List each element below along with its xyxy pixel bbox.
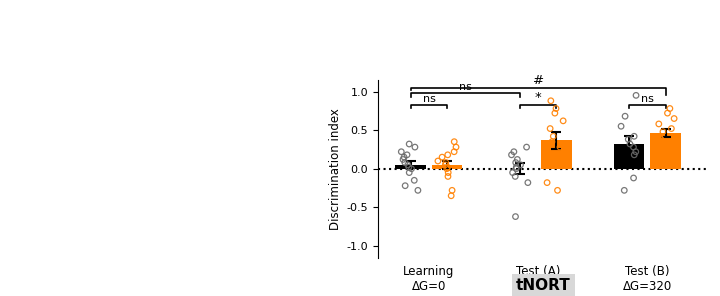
Point [442,165,454,170]
Point [408,178,420,183]
Point [546,139,558,144]
Text: ns: ns [641,94,654,104]
Text: ns: ns [423,94,436,104]
Bar [614,144,644,169]
Point [662,111,673,115]
Point [449,139,460,144]
Point [449,149,460,154]
Point [398,155,410,160]
Text: ns: ns [459,81,472,91]
Point [510,214,521,219]
Point [665,126,677,131]
Point [510,165,522,170]
Point [618,188,630,193]
Point [446,193,457,198]
Point [439,163,451,167]
Point [515,163,526,167]
Point [547,134,559,139]
Point [409,145,420,149]
Point [510,174,521,179]
Bar [395,165,426,169]
Point [406,166,418,171]
Point [522,180,534,185]
Point [403,142,415,147]
Point [557,159,568,163]
Point [436,155,448,160]
Point [442,174,454,179]
Point [545,98,557,103]
Point [510,160,521,165]
Point [654,134,665,139]
Y-axis label: Discrimination index: Discrimination index [330,108,343,230]
Point [668,116,680,121]
Point [403,165,415,170]
Text: tNORT: tNORT [516,278,571,293]
Point [657,129,669,134]
Point [629,134,640,139]
Point [651,145,662,149]
Text: #: # [533,74,544,87]
Point [446,188,458,193]
Point [512,157,523,162]
Text: *: * [535,91,541,104]
Point [655,137,667,142]
Point [450,145,462,149]
Point [544,126,556,131]
Point [442,152,454,157]
Point [623,137,634,142]
Point [619,114,631,119]
Point [541,180,553,185]
Point [624,142,636,147]
Point [403,170,415,175]
Point [630,93,642,98]
Point [402,163,413,167]
Point [552,188,563,193]
Point [664,106,675,111]
Point [440,160,451,165]
Point [653,122,665,126]
Point [510,166,522,171]
Point [549,111,561,115]
Point [507,170,518,175]
Bar [432,165,462,169]
Point [521,145,532,149]
Bar [650,133,681,169]
Point [554,145,566,149]
Point [628,176,639,180]
Point [397,157,409,162]
Point [412,188,423,193]
Point [662,142,674,147]
Point [508,149,520,154]
Point [395,149,407,154]
Point [441,166,452,171]
Point [668,149,680,154]
Point [432,159,444,163]
Point [629,152,640,157]
Point [628,145,639,149]
Point [550,106,562,111]
Point [399,160,410,165]
Point [667,152,679,157]
Point [443,170,454,175]
Point [505,152,517,157]
Point [616,124,627,129]
Point [400,183,411,188]
Point [401,152,413,157]
Point [545,152,557,157]
Bar [541,141,572,169]
Point [630,149,642,154]
Point [557,118,569,123]
